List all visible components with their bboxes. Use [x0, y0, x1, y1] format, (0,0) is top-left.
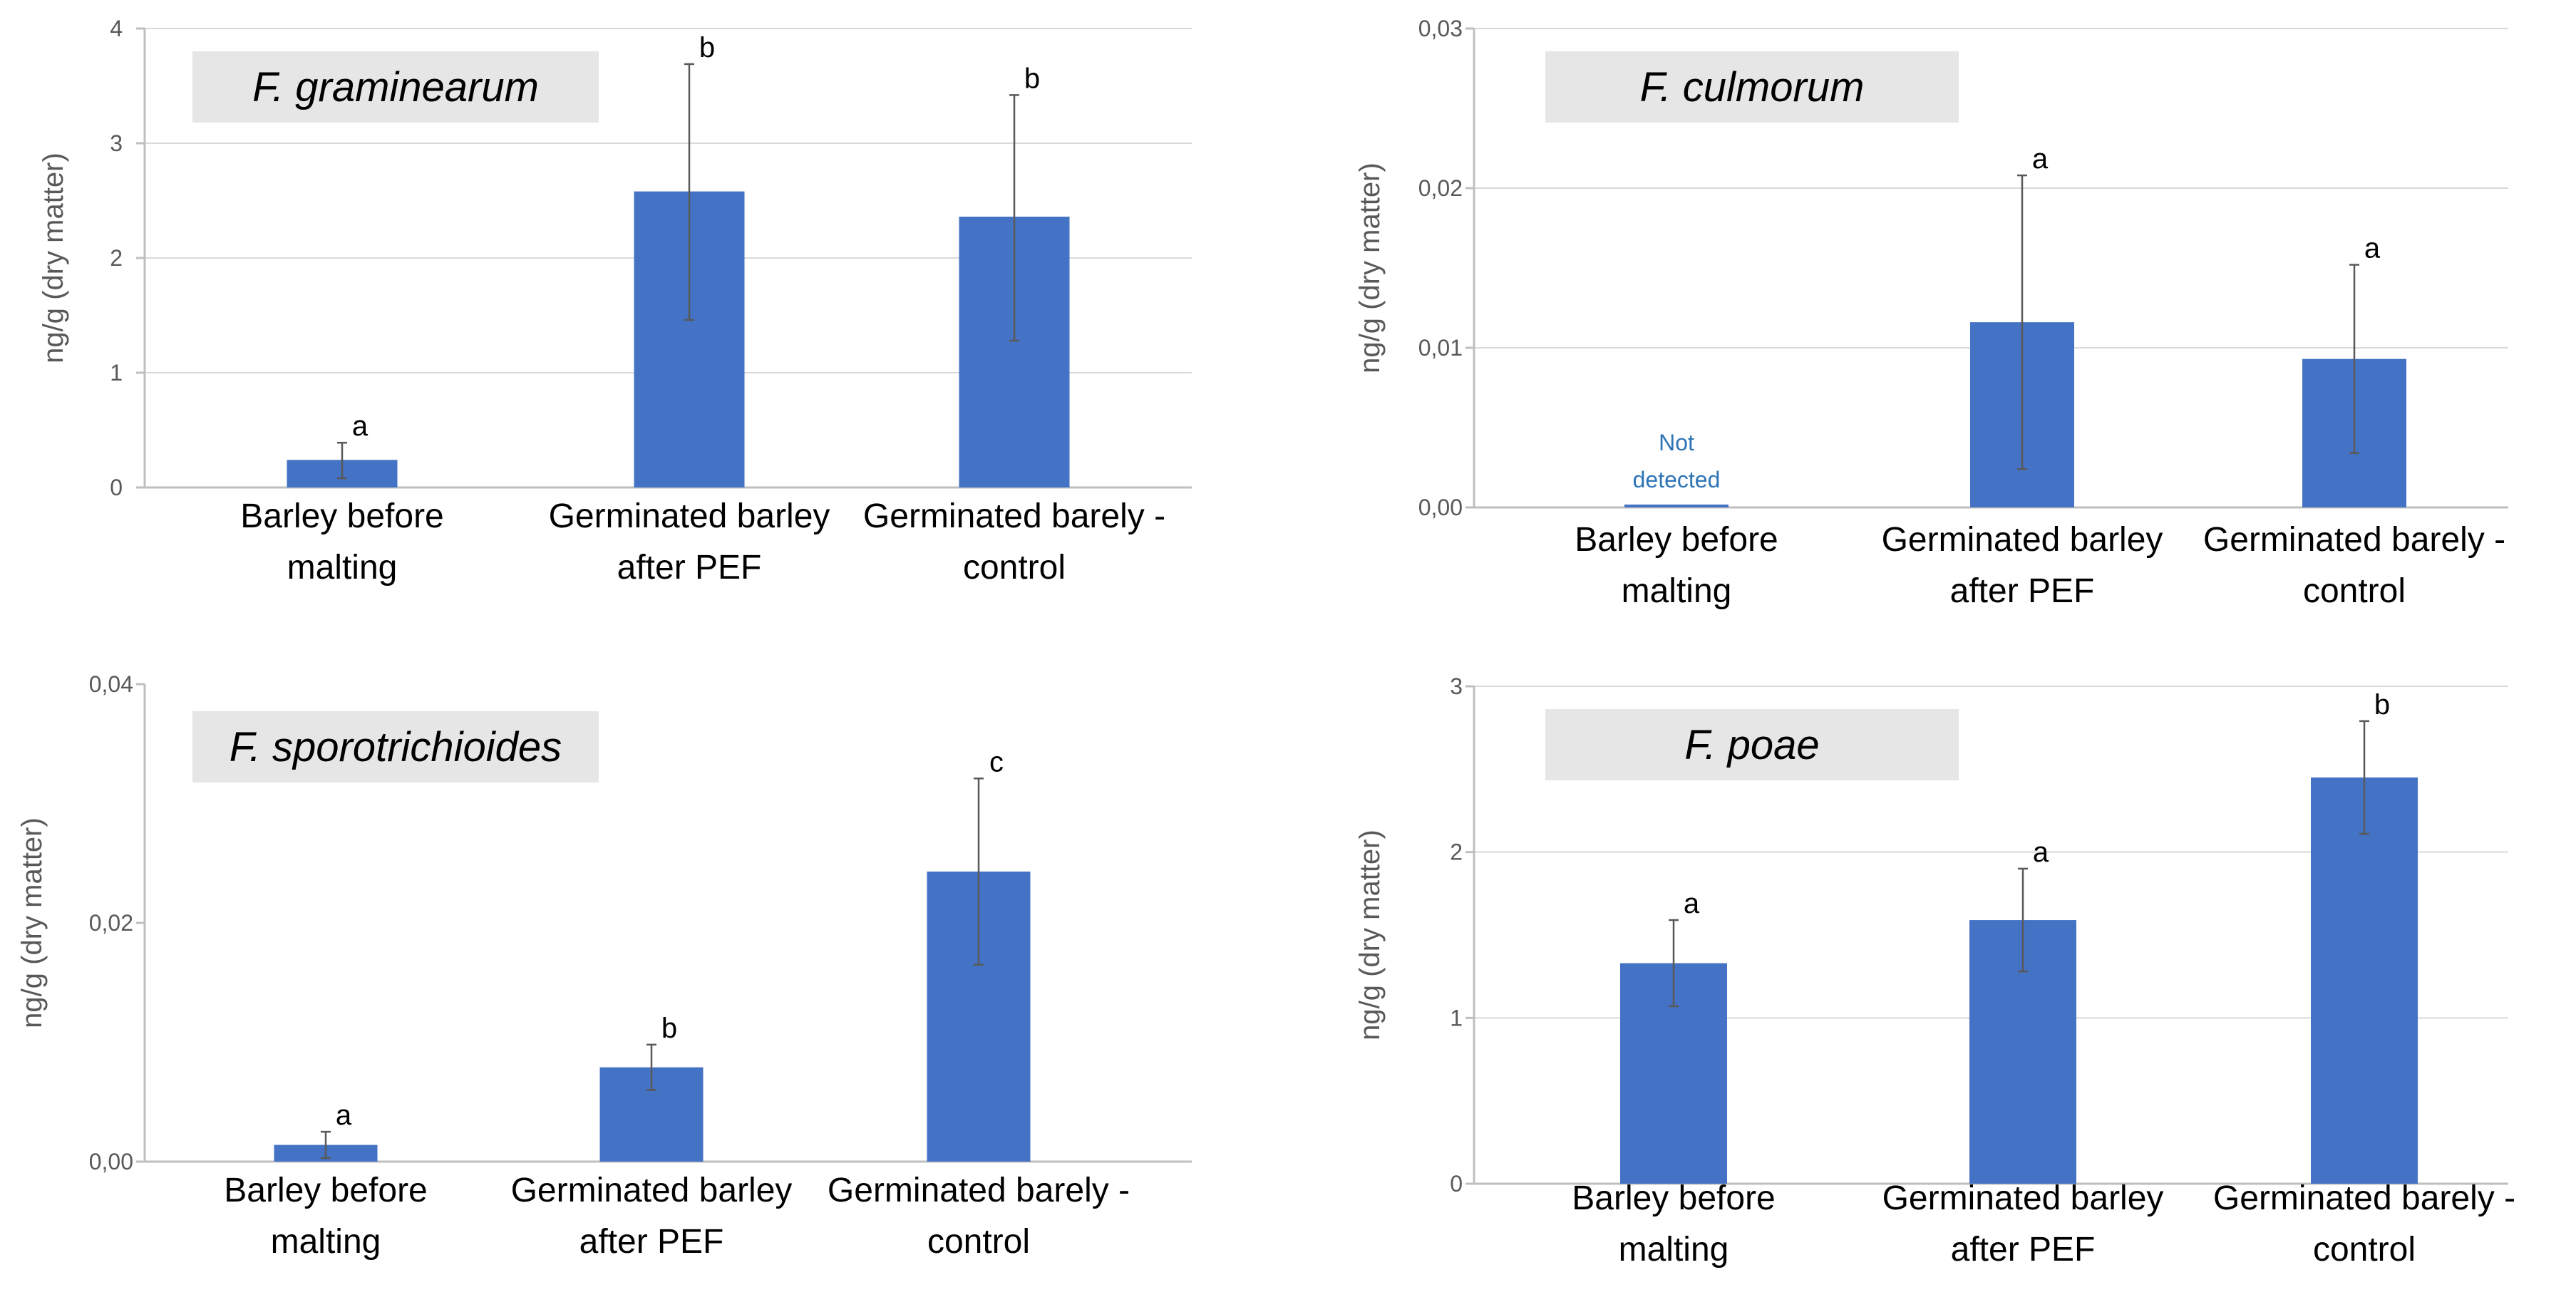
y-tick-label: 0,04	[89, 671, 133, 697]
significance-letter: b	[1024, 63, 1040, 94]
category-label: after PEF	[579, 1223, 724, 1261]
y-tick-label: 0,01	[1418, 335, 1463, 361]
category-label: control	[963, 549, 1066, 587]
chart-title: F. graminearum	[252, 64, 539, 110]
category-label: control	[927, 1223, 1030, 1261]
title-box	[1545, 51, 1959, 123]
title-box	[192, 51, 599, 123]
bar	[2311, 777, 2418, 1184]
category-label: Germinated barley	[1882, 521, 2163, 559]
y-tick-label: 0,00	[89, 1149, 133, 1174]
category-label: Germinated barely -	[863, 497, 1165, 535]
significance-letter: c	[989, 746, 1004, 778]
y-axis-title: ng/g (dry matter)	[16, 817, 48, 1028]
significance-letter: a	[2364, 233, 2381, 264]
category-label: after PEF	[617, 549, 762, 587]
y-tick-label: 1	[110, 360, 123, 386]
category-label: Germinated barely -	[828, 1172, 1130, 1209]
y-tick-label: 3	[110, 130, 123, 156]
category-label: Germinated barely -	[2203, 521, 2505, 559]
y-tick-label: 2	[110, 245, 123, 271]
y-tick-label: 2	[1450, 840, 1463, 865]
y-tick-label: 1	[1450, 1005, 1463, 1030]
y-tick-label: 0	[110, 475, 123, 500]
y-tick-label: 0,02	[89, 910, 133, 936]
category-label: malting	[1619, 1231, 1729, 1269]
significance-letter: a	[352, 410, 369, 442]
y-tick-label: 4	[110, 16, 123, 41]
y-tick-label: 0,03	[1418, 16, 1463, 41]
category-label: Germinated barley	[511, 1172, 793, 1209]
y-axis-title: ng/g (dry matter)	[38, 153, 69, 363]
y-tick-label: 0,02	[1418, 175, 1463, 201]
category-label: Germinated barely -	[2213, 1179, 2515, 1217]
significance-letter: b	[699, 32, 715, 63]
significance-letter: b	[661, 1013, 677, 1044]
significance-letter: b	[2374, 689, 2390, 720]
not-detected-label: detected	[1633, 467, 1721, 492]
y-axis-title: ng/g (dry matter)	[1354, 830, 1386, 1040]
category-label: Barley before	[1572, 1179, 1776, 1217]
category-label: malting	[1622, 572, 1732, 610]
significance-letter: a	[2032, 143, 2049, 175]
category-label: control	[2303, 572, 2406, 610]
chart-title: F. sporotrichioides	[230, 724, 562, 770]
category-label: Germinated barley	[1882, 1179, 2164, 1217]
y-tick-label: 3	[1450, 673, 1463, 699]
category-label: Germinated barley	[549, 497, 830, 535]
title-box	[1545, 709, 1959, 780]
y-tick-label: 0	[1450, 1171, 1463, 1197]
category-label: after PEF	[1951, 1231, 2096, 1269]
title-box	[192, 711, 599, 782]
category-label: control	[2313, 1231, 2416, 1269]
category-label: malting	[287, 549, 398, 587]
not-detected-label: Not	[1659, 430, 1694, 455]
significance-letter: a	[1684, 888, 1700, 919]
category-label: malting	[271, 1223, 381, 1261]
y-tick-label: 0,00	[1418, 495, 1463, 520]
category-label: Barley before	[224, 1172, 428, 1209]
category-label: Barley before	[1575, 521, 1778, 559]
chart-title: F. culmorum	[1640, 64, 1865, 110]
category-label: Barley before	[240, 497, 444, 535]
category-label: after PEF	[1950, 572, 2095, 610]
y-axis-title: ng/g (dry matter)	[1354, 162, 1386, 373]
chart-title: F. poae	[1684, 722, 1819, 768]
significance-letter: a	[2033, 837, 2049, 868]
significance-letter: a	[336, 1100, 352, 1131]
